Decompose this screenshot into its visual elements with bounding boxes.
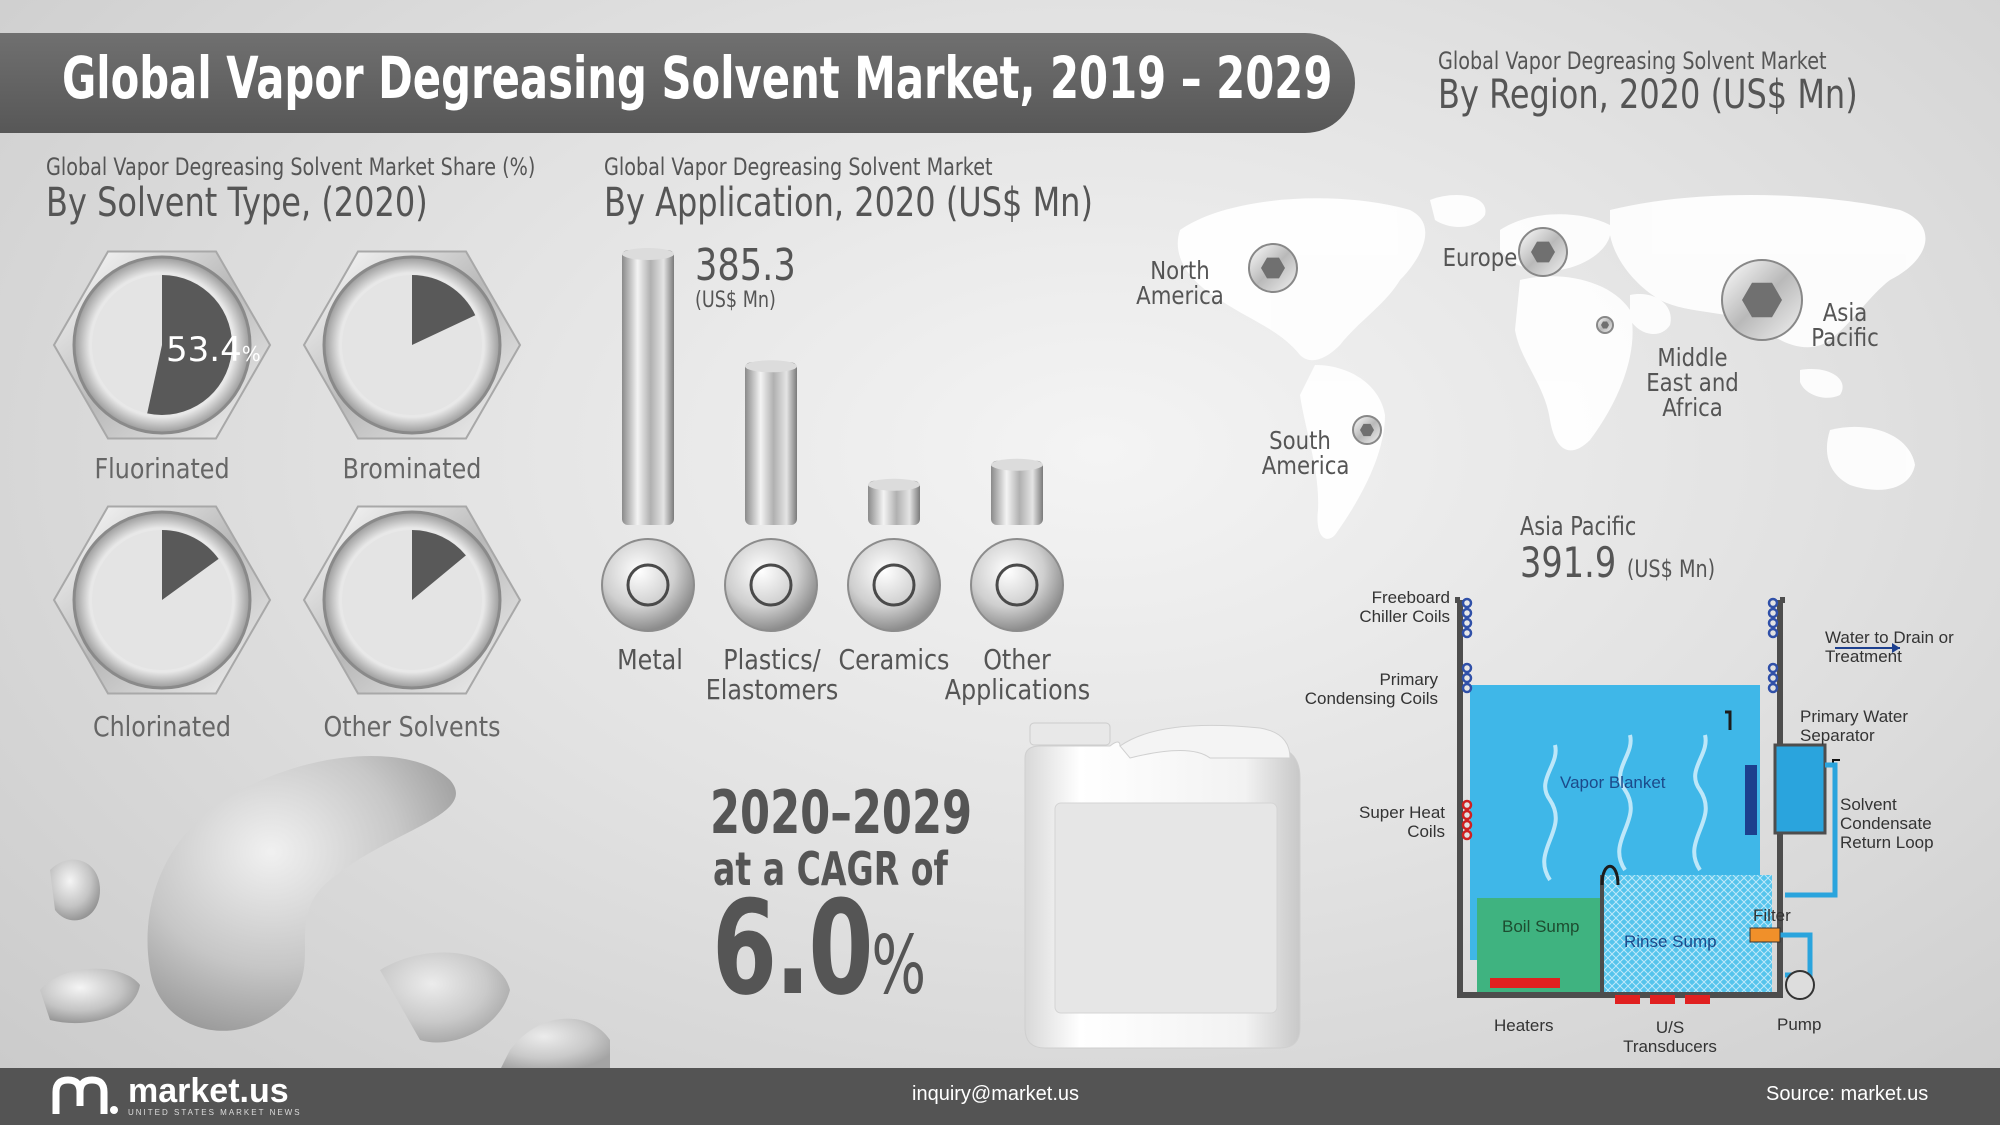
- solvent-label-fluorinated: Fluorinated: [94, 452, 230, 485]
- label-boil-sump: Boil Sump: [1502, 917, 1580, 936]
- application-subtitle: Global Vapor Degreasing Solvent Market: [604, 153, 993, 181]
- footer-source: Source: market.us: [1766, 1083, 1929, 1105]
- label-filter: Filter: [1753, 906, 1791, 925]
- application-glyph-other-applications: [995, 563, 1039, 607]
- fluorinated-value: 53.4: [166, 330, 242, 370]
- cagr-value: 6.0: [712, 872, 873, 1024]
- callout-region: Asia Pacific: [1520, 512, 1637, 542]
- label-water-separator: Primary Water Separator: [1800, 707, 1908, 745]
- footer-bar: [0, 1068, 2000, 1125]
- callout-value-row: 391.9 (US$ Mn): [1520, 538, 1715, 587]
- bar-plastics-elastomers: [745, 362, 797, 525]
- solvent-label-brominated: Brominated: [342, 452, 482, 485]
- market-us-logo-icon: [52, 1076, 118, 1114]
- solvent-heading: By Solvent Type, (2020): [46, 180, 428, 226]
- vapor-degreaser-diagram: [1455, 597, 1900, 1004]
- title-bar: [0, 33, 1355, 133]
- footer-brand-tagline: UNITED STATES MARKET NEWS: [128, 1108, 302, 1117]
- map-marker-hex-middle-east-africa: [1601, 321, 1609, 329]
- metal-value: 385.3: [695, 240, 796, 291]
- label-rinse-sump: Rinse Sump: [1624, 932, 1717, 951]
- label-pump: Pump: [1777, 1015, 1822, 1034]
- app-label-other: Other Applications: [944, 643, 1091, 706]
- label-water-drain: Water to Drain or Treatment: [1825, 628, 1954, 666]
- bar-top-other-applications: [991, 458, 1043, 471]
- fluorinated-value-label: 53.4%: [166, 330, 261, 370]
- label-freeboard-coils: Freeboard Chiller Coils: [1359, 588, 1450, 626]
- application-icon-ceramics: [847, 538, 941, 632]
- region-north-america: North America: [1136, 256, 1224, 310]
- application-bar-chart: [601, 248, 1064, 632]
- application-icon-other-applications: [970, 538, 1064, 632]
- cagr-unit: %: [871, 919, 926, 1012]
- cagr-value-row: 6.0%: [712, 872, 926, 1024]
- label-transducers: U/S Transducers: [1623, 1018, 1717, 1056]
- bar-ceramics: [868, 480, 920, 525]
- pie-slice-brominated: [412, 275, 476, 345]
- app-label-plastics: Plastics/ Elastomers: [705, 643, 839, 706]
- bar-metal: [622, 250, 674, 525]
- application-glyph-ceramics: [872, 563, 916, 607]
- bar-top-metal: [622, 248, 674, 260]
- decorative-liquid: [40, 756, 610, 1070]
- footer-email-link[interactable]: inquiry@market.us: [912, 1083, 1080, 1105]
- bar-top-ceramics: [868, 478, 920, 491]
- world-map: [1177, 195, 1926, 539]
- map-marker-hex-asia-pacific: [1742, 282, 1782, 318]
- application-heading: By Application, 2020 (US$ Mn): [604, 180, 1093, 226]
- application-glyph-plastics-elastomers: [749, 563, 793, 607]
- pie-slice-fluorinated: [147, 274, 233, 415]
- app-label-metal: Metal: [617, 643, 683, 676]
- bar-other-applications: [991, 460, 1043, 525]
- application-glyph-metal: [626, 563, 670, 607]
- solvent-label-chlorinated: Chlorinated: [92, 710, 232, 743]
- cagr-text: at a CAGR of: [713, 842, 948, 896]
- region-subtitle: Global Vapor Degreasing Solvent Market: [1438, 47, 1827, 75]
- pie-slice-other-solvents: [412, 530, 466, 600]
- cagr-period: 2020–2029: [710, 778, 973, 848]
- callout-unit: (US$ Mn): [1626, 555, 1716, 583]
- app-label-ceramics: Ceramics: [838, 643, 950, 676]
- map-marker-hex-south-america: [1360, 423, 1374, 437]
- callout-value: 391.9: [1520, 538, 1617, 587]
- pie-slice-chlorinated: [162, 530, 219, 600]
- label-super-heat-coils: Super Heat Coils: [1359, 803, 1445, 841]
- application-icon-plastics-elastomers: [724, 538, 818, 632]
- region-asia-pacific: Asia Pacific: [1811, 298, 1879, 352]
- page-title: Global Vapor Degreasing Solvent Market, …: [62, 44, 1333, 112]
- label-primary-condensing-coils: Primary Condensing Coils: [1304, 670, 1438, 708]
- jerrycan-illustration: [1024, 722, 1301, 1049]
- region-middle-east-africa: Middle East and Africa: [1646, 343, 1739, 422]
- solvent-pie-chart: [52, 250, 522, 695]
- region-south-america: South America: [1261, 426, 1350, 480]
- region-heading: By Region, 2020 (US$ Mn): [1438, 72, 1858, 118]
- footer-brand: market.us: [128, 1072, 289, 1110]
- metal-value-unit: (US$ Mn): [695, 288, 776, 313]
- bar-top-plastics-elastomers: [745, 360, 797, 373]
- region-europe: Europe: [1442, 243, 1518, 272]
- label-heaters: Heaters: [1494, 1016, 1554, 1035]
- label-vapor-blanket: Vapor Blanket: [1560, 773, 1666, 792]
- map-marker-hex-north-america: [1261, 257, 1285, 279]
- label-condensate-loop: Solvent Condensate Return Loop: [1840, 795, 1934, 852]
- solvent-label-other: Other Solvents: [323, 710, 501, 743]
- application-icon-metal: [601, 538, 695, 632]
- solvent-subtitle: Global Vapor Degreasing Solvent Market S…: [46, 153, 536, 181]
- map-marker-hex-europe: [1531, 241, 1555, 263]
- fluorinated-unit: %: [241, 342, 261, 366]
